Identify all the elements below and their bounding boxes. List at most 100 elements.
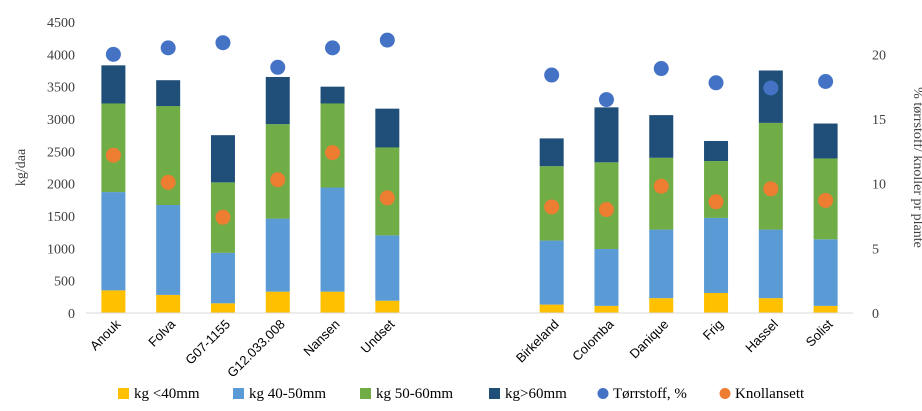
markers	[105, 32, 834, 225]
y-tick-label: 0	[68, 307, 75, 322]
bar-nansen-kg-40mm	[320, 291, 345, 313]
category-label-danique: Danique	[627, 317, 672, 362]
bar-solist-kg-40-50mm	[813, 239, 838, 306]
y2-tick-label: 20	[872, 48, 886, 63]
y-tick-label: 2500	[47, 145, 75, 160]
bar-g12-033-008-kg-50-60mm	[265, 124, 290, 219]
category-label-undset: Undset	[358, 316, 398, 356]
legend-swatch-kg-50-60mm	[360, 388, 371, 399]
bar-nansen-kg-60mm	[320, 86, 345, 104]
bar-frig-kg-50-60mm	[704, 161, 729, 218]
legend-swatch-t-rrstoff	[597, 388, 609, 399]
category-label-g07-1155: G07-1155	[182, 317, 233, 368]
y-tick-label: 1500	[47, 210, 75, 225]
bar-anouk-kg-60mm	[101, 65, 126, 104]
y-tick-label: 4000	[47, 48, 75, 63]
bar-g07-1155-kg-60mm	[210, 135, 235, 183]
marker-solist-t-rrstoff	[818, 73, 834, 89]
bar-hassel-kg-50-60mm	[758, 122, 783, 230]
bar-danique-kg-40-50mm	[649, 229, 674, 299]
y-tick-label: 3000	[47, 113, 75, 128]
bar-frig-kg-40-50mm	[704, 217, 729, 293]
legend-swatch-kg-40-50mm	[233, 388, 244, 399]
marker-g07-1155-t-rrstoff	[215, 35, 231, 51]
legend-label-knollansett: Knollansett	[735, 386, 805, 402]
marker-g12-033-008-t-rrstoff	[270, 59, 286, 75]
bar-anouk-kg-40mm	[101, 290, 126, 313]
marker-g12-033-008-knollansett	[270, 172, 286, 188]
category-label-solist: Solist	[803, 316, 836, 349]
y2-tick-label: 10	[872, 178, 886, 193]
marker-frig-t-rrstoff	[708, 75, 724, 91]
bar-colomba-kg-60mm	[594, 107, 619, 163]
marker-solist-knollansett	[818, 192, 834, 208]
y2-tick-label: 0	[872, 307, 879, 322]
y2-tick-label: 5	[872, 242, 879, 257]
marker-g07-1155-knollansett	[215, 209, 231, 225]
bar-nansen-kg-40-50mm	[320, 187, 345, 292]
bar-hassel-kg-40-50mm	[758, 229, 783, 299]
bar-folva-kg-40-50mm	[156, 205, 181, 295]
marker-folva-t-rrstoff	[160, 40, 176, 56]
bar-frig-kg-40mm	[704, 292, 729, 313]
marker-colomba-knollansett	[598, 202, 614, 218]
bar-birkeland-kg-40-50mm	[539, 240, 564, 305]
marker-nansen-knollansett	[325, 145, 341, 161]
bar-g07-1155-kg-40mm	[210, 303, 235, 313]
category-label-hassel: Hassel	[742, 316, 781, 355]
marker-nansen-t-rrstoff	[325, 40, 341, 56]
y-tick-label: 500	[54, 275, 75, 290]
legend-label-kg-60mm: kg>60mm	[505, 386, 567, 402]
category-label-frig: Frig	[700, 317, 726, 343]
legend-label-kg-50-60mm: kg 50-60mm	[376, 386, 453, 402]
bar-folva-kg-40mm	[156, 294, 181, 313]
y2-axis-title: % tørrstoff/ knoller pr plante	[910, 87, 922, 248]
legend-label-t-rrstoff: Tørrstoff, %	[613, 386, 687, 402]
bar-g07-1155-kg-40-50mm	[210, 252, 235, 304]
bar-undset-kg-40-50mm	[375, 235, 400, 301]
marker-hassel-t-rrstoff	[763, 80, 779, 96]
marker-danique-t-rrstoff	[653, 61, 669, 77]
bar-danique-kg-40mm	[649, 298, 674, 313]
bar-anouk-kg-40-50mm	[101, 192, 126, 291]
category-label-birkeland: Birkeland	[513, 317, 562, 366]
bar-solist-kg-60mm	[813, 123, 838, 159]
legend-swatch-knollansett	[719, 388, 731, 399]
legend-label-kg-40mm: kg <40mm	[134, 386, 200, 402]
bar-undset-kg-60mm	[375, 108, 400, 148]
y-tick-label: 3500	[47, 81, 75, 96]
marker-anouk-t-rrstoff	[105, 46, 121, 62]
category-label-nansen: Nansen	[300, 317, 342, 359]
marker-undset-t-rrstoff	[379, 32, 395, 48]
bar-birkeland-kg-60mm	[539, 138, 564, 167]
bars	[101, 65, 838, 313]
bar-hassel-kg-40mm	[758, 298, 783, 313]
bar-hassel-kg-60mm	[758, 70, 783, 123]
category-label-colomba: Colomba	[569, 316, 617, 364]
legend-swatch-kg-40mm	[118, 388, 129, 399]
marker-colomba-t-rrstoff	[598, 92, 614, 108]
bar-colomba-kg-40-50mm	[594, 248, 619, 306]
left-axis-ticks: 0 500 1000 1500 2000 2500 3000 3500 4000 4500	[47, 16, 75, 322]
right-axis-ticks: 0 5 10 15 20	[872, 48, 886, 322]
legend: kg <40mm kg 40-50mm kg 50-60mm kg>60mm Tørrs…	[118, 386, 805, 402]
bar-g12-033-008-kg-40mm	[265, 291, 290, 313]
bar-danique-kg-60mm	[649, 115, 674, 158]
y-tick-label: 1000	[47, 242, 75, 257]
bar-folva-kg-50-60mm	[156, 106, 181, 206]
marker-folva-knollansett	[160, 174, 176, 190]
marker-anouk-knollansett	[105, 147, 121, 163]
y-tick-label: 4500	[47, 16, 75, 31]
legend-label-kg-40-50mm: kg 40-50mm	[249, 386, 326, 402]
y2-tick-label: 15	[872, 113, 886, 128]
category-label-folva: Folva	[145, 316, 179, 350]
bar-frig-kg-60mm	[704, 140, 729, 162]
marker-hassel-knollansett	[763, 181, 779, 197]
marker-danique-knollansett	[653, 178, 669, 194]
marker-birkeland-knollansett	[544, 199, 560, 215]
bar-solist-kg-40mm	[813, 305, 838, 313]
bar-birkeland-kg-40mm	[539, 304, 564, 313]
bar-colomba-kg-40mm	[594, 305, 619, 313]
y-tick-label: 2000	[47, 178, 75, 193]
